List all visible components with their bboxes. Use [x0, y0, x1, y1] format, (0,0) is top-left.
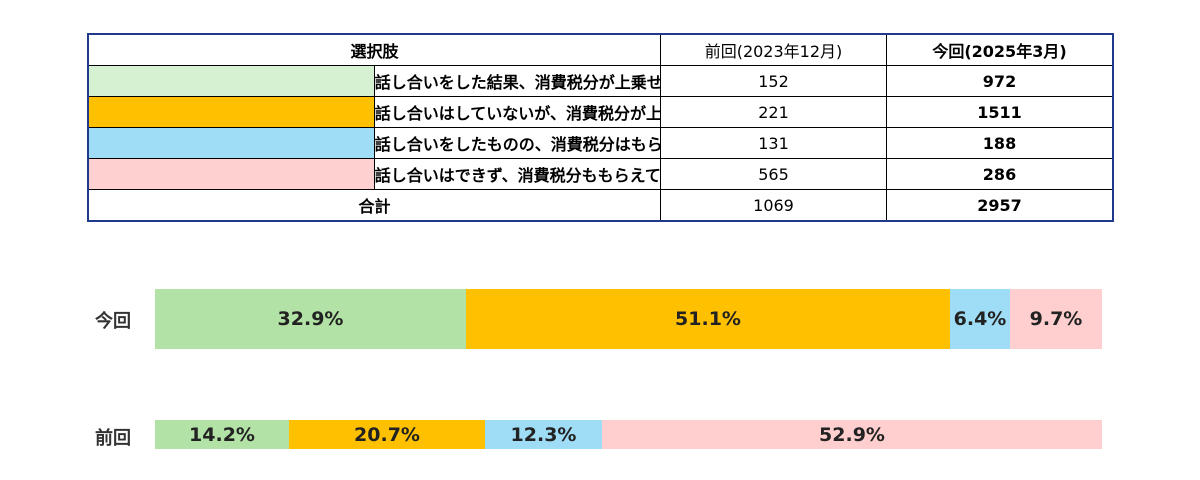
header-previous: 前回(2023年12月) — [660, 33, 887, 66]
color-swatch — [86, 158, 375, 190]
data-label: 9.7% — [1029, 308, 1083, 330]
previous-value: 131 — [660, 127, 887, 159]
option-label: 話し合いはできず、消費税分ももらえていない。 — [373, 158, 662, 190]
total-current: 2957 — [886, 189, 1114, 222]
table-row: 話し合いはできず、消費税分ももらえていない。 565 286 — [86, 158, 1114, 190]
option-label: 話し合いをしたものの、消費税分はもらえていない。 — [373, 127, 662, 159]
table-row: 話し合いをしたものの、消費税分はもらえていない。 131 188 — [86, 127, 1114, 159]
bar-segment: 6.4% — [950, 289, 1010, 349]
current-value: 286 — [886, 158, 1114, 190]
category-label-current: 今回 — [95, 311, 131, 332]
bar-segment: 14.2% — [155, 420, 289, 449]
header-option: 選択肢 — [87, 33, 661, 66]
current-value: 188 — [886, 127, 1114, 159]
data-label: 14.2% — [189, 423, 255, 446]
bar-segment: 51.1% — [466, 289, 950, 349]
previous-value: 221 — [660, 96, 887, 128]
bar-segment: 12.3% — [485, 420, 602, 449]
bar-segment: 52.9% — [602, 420, 1102, 449]
data-label: 51.1% — [675, 308, 741, 330]
data-label: 20.7% — [354, 423, 420, 446]
current-value: 972 — [886, 65, 1114, 97]
bar-segment: 9.7% — [1010, 289, 1102, 349]
data-label: 6.4% — [953, 308, 1007, 330]
stacked-bar-current: 32.9% 51.1% 6.4% 9.7% — [155, 289, 1102, 349]
total-previous: 1069 — [660, 189, 887, 222]
color-swatch — [86, 96, 375, 128]
color-swatch — [86, 127, 375, 159]
header-current: 今回(2025年3月) — [886, 33, 1114, 66]
data-label: 32.9% — [277, 308, 344, 330]
stacked-bar-previous: 14.2% 20.7% 12.3% 52.9% — [155, 420, 1102, 449]
option-label: 話し合いをした結果、消費税分が上乗せされている。 — [373, 65, 662, 97]
total-label: 合計 — [87, 189, 661, 222]
table-total-row: 合計 1069 2957 — [87, 189, 1114, 222]
survey-table: 選択肢 前回(2023年12月) 今回(2025年3月) 話し合いをした結果、消… — [86, 33, 1114, 222]
table-row: 話し合いをした結果、消費税分が上乗せされている。 152 972 — [86, 65, 1114, 97]
bar-segment: 32.9% — [155, 289, 466, 349]
data-label: 12.3% — [510, 423, 577, 446]
data-label: 52.9% — [819, 423, 885, 446]
bar-segment: 20.7% — [289, 420, 485, 449]
table-header-row: 選択肢 前回(2023年12月) 今回(2025年3月) — [87, 33, 1114, 66]
category-label-previous: 前回 — [95, 428, 131, 449]
table-row: 話し合いはしていないが、消費税分が上乗せされている。 221 1511 — [86, 96, 1114, 128]
current-value: 1511 — [886, 96, 1114, 128]
color-swatch — [86, 65, 375, 97]
previous-value: 152 — [660, 65, 887, 97]
previous-value: 565 — [660, 158, 887, 190]
option-label: 話し合いはしていないが、消費税分が上乗せされている。 — [373, 96, 662, 128]
